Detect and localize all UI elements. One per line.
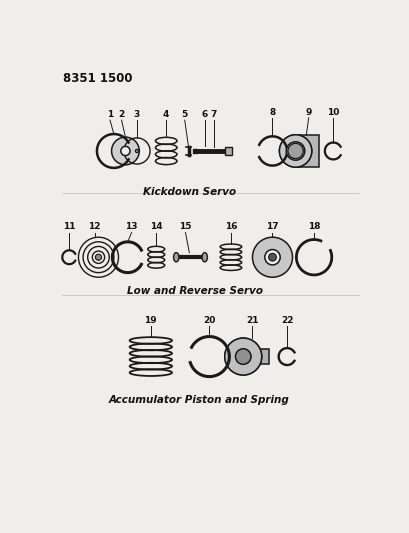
Bar	[193, 149, 197, 154]
Text: Low and Reverse Servo: Low and Reverse Servo	[126, 286, 262, 296]
Bar	[224, 147, 232, 155]
Text: 2: 2	[118, 110, 124, 119]
Circle shape	[235, 349, 250, 364]
Text: Kickdown Servo: Kickdown Servo	[142, 187, 235, 197]
Ellipse shape	[202, 253, 207, 262]
Circle shape	[252, 237, 292, 277]
Text: 4: 4	[163, 110, 169, 119]
Text: 17: 17	[265, 222, 278, 231]
Text: 19: 19	[144, 316, 157, 325]
Text: 3: 3	[133, 110, 140, 119]
Ellipse shape	[173, 253, 178, 262]
Circle shape	[268, 253, 276, 261]
Text: 13: 13	[125, 222, 137, 231]
Circle shape	[287, 143, 303, 159]
Text: 8: 8	[269, 108, 275, 117]
Circle shape	[121, 147, 130, 156]
Text: Accumulator Piston and Spring: Accumulator Piston and Spring	[108, 395, 288, 405]
Text: 18: 18	[307, 222, 319, 231]
Circle shape	[111, 137, 139, 165]
Text: 5: 5	[181, 110, 187, 119]
Text: 8351 1500: 8351 1500	[63, 72, 132, 85]
Text: 12: 12	[88, 222, 101, 231]
Text: 9: 9	[305, 108, 311, 117]
Circle shape	[285, 142, 304, 160]
Circle shape	[235, 349, 250, 364]
Text: 20: 20	[203, 316, 215, 325]
Circle shape	[95, 254, 101, 260]
Text: 1: 1	[107, 110, 113, 119]
Circle shape	[224, 338, 261, 375]
Circle shape	[264, 249, 279, 265]
Text: 6: 6	[201, 110, 207, 119]
Text: 22: 22	[280, 316, 293, 325]
Bar	[243, 349, 269, 364]
Text: 11: 11	[63, 222, 75, 231]
Bar	[295, 135, 318, 167]
Circle shape	[279, 135, 311, 167]
Text: 14: 14	[150, 222, 162, 231]
Circle shape	[279, 135, 311, 167]
Text: 15: 15	[179, 222, 191, 231]
Text: 10: 10	[326, 108, 339, 117]
Text: 16: 16	[224, 222, 236, 231]
Text: 21: 21	[246, 316, 258, 325]
Circle shape	[224, 338, 261, 375]
Text: 7: 7	[210, 110, 217, 119]
